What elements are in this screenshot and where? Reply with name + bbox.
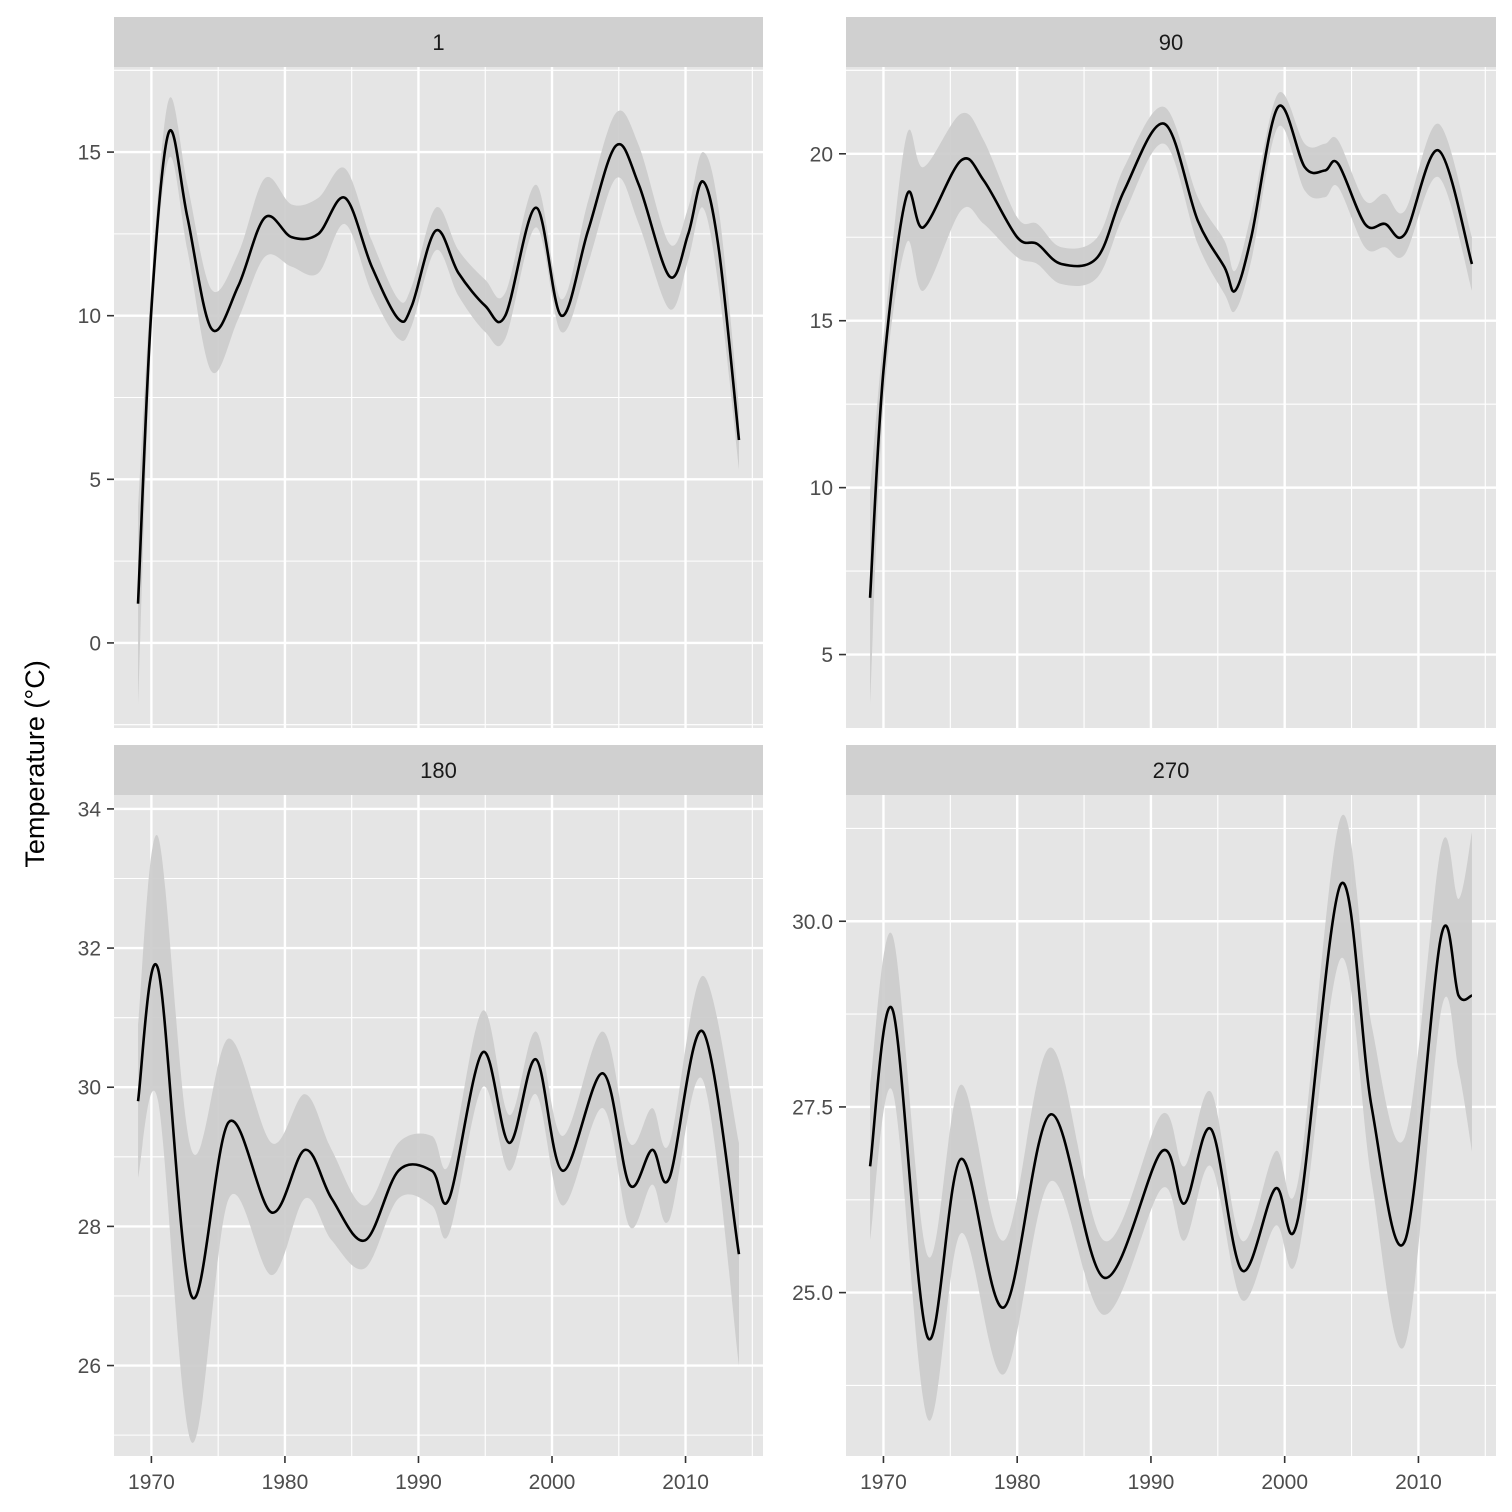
facet-strip-label: 90	[1159, 30, 1183, 55]
x-tick-label: 1970	[860, 1471, 907, 1494]
x-tick-label: 1990	[395, 1471, 442, 1494]
x-tick-label: 2000	[1261, 1471, 1308, 1494]
smoothed-trend-line	[136, 128, 741, 604]
smoothed-trend-line	[136, 963, 741, 1300]
y-tick-label: 27.5	[792, 1096, 833, 1119]
confidence-ribbon	[870, 814, 1472, 1421]
x-tick-label: 1980	[262, 1471, 309, 1494]
y-tick-label: 20	[810, 143, 833, 166]
y-tick-label: 15	[78, 142, 101, 165]
facet-panel-180: 180 26 28 30 32 34 1970 1980 1990 2000 2010	[78, 745, 763, 1494]
x-tick-label: 1970	[128, 1471, 175, 1494]
y-tick-label: 5	[89, 469, 101, 492]
facet-strip	[114, 745, 763, 795]
gridlines	[114, 67, 763, 728]
y-tick-label: 32	[78, 938, 101, 961]
y-tick-label: 34	[78, 798, 102, 821]
x-tick-label: 1990	[1128, 1471, 1175, 1494]
facet-strip-label: 180	[420, 758, 457, 783]
smoothed-trend-line	[868, 104, 1474, 598]
y-tick-label: 25.0	[792, 1282, 833, 1305]
y-tick-label: 30	[78, 1077, 101, 1100]
y-axis-title: Temperature (°C)	[20, 660, 50, 867]
x-tick-label: 2010	[662, 1471, 709, 1494]
facet-strip-label: 270	[1153, 758, 1190, 783]
smoothed-trend-line	[868, 881, 1473, 1341]
y-tick-label: 5	[821, 644, 833, 667]
y-tick-label: 26	[78, 1355, 101, 1378]
facet-strip	[846, 745, 1496, 795]
confidence-ribbon	[870, 92, 1472, 705]
confidence-ribbon	[138, 97, 739, 706]
facet-panel-270: 270 25.0 27.5 30.0 1970 1980 1990 2000 2010	[792, 745, 1496, 1494]
y-tick-label: 15	[810, 310, 833, 333]
facet-strip-label: 1	[432, 30, 444, 55]
gridlines	[846, 67, 1496, 728]
facet-strip	[846, 17, 1496, 67]
x-tick-label: 2010	[1395, 1471, 1442, 1494]
facet-strip	[114, 17, 763, 67]
x-tick-label: 2000	[529, 1471, 576, 1494]
y-tick-label: 10	[810, 477, 833, 500]
y-tick-label: 30.0	[792, 911, 833, 934]
y-tick-label: 28	[78, 1216, 101, 1239]
y-tick-label: 10	[78, 305, 101, 328]
y-tick-label: 0	[89, 632, 101, 655]
facet-panel-90: 90 5 10 15 20	[810, 17, 1496, 728]
x-tick-label: 1980	[994, 1471, 1041, 1494]
